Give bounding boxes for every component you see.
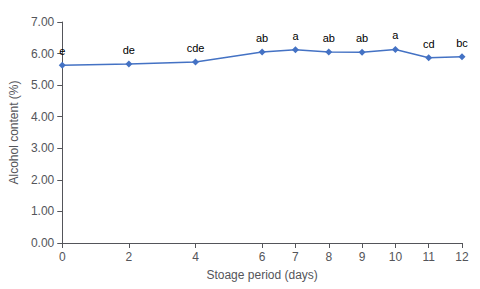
svg-text:e: e — [59, 45, 65, 57]
svg-text:9: 9 — [359, 250, 366, 264]
svg-text:Alcohol content (%): Alcohol content (%) — [7, 80, 21, 184]
svg-text:bc: bc — [456, 37, 468, 49]
svg-text:12: 12 — [455, 250, 469, 264]
svg-text:a: a — [392, 29, 399, 41]
svg-text:de: de — [123, 44, 135, 56]
svg-text:2.00: 2.00 — [31, 173, 55, 187]
svg-text:ab: ab — [256, 32, 268, 44]
svg-text:0.00: 0.00 — [31, 236, 55, 250]
svg-text:11: 11 — [422, 250, 435, 264]
svg-text:cde: cde — [187, 42, 205, 54]
svg-text:ab: ab — [356, 32, 368, 44]
svg-text:7.00: 7.00 — [31, 15, 55, 29]
svg-text:Stoage period (days): Stoage period (days) — [206, 268, 317, 282]
svg-text:2: 2 — [126, 250, 133, 264]
svg-text:4: 4 — [192, 250, 199, 264]
svg-text:8: 8 — [325, 250, 332, 264]
svg-text:10: 10 — [389, 250, 403, 264]
svg-text:ab: ab — [323, 32, 335, 44]
svg-text:4.00: 4.00 — [31, 110, 55, 124]
svg-text:1.00: 1.00 — [31, 204, 55, 218]
svg-text:6: 6 — [259, 250, 266, 264]
svg-text:6.00: 6.00 — [31, 47, 55, 61]
svg-text:3.00: 3.00 — [31, 141, 55, 155]
svg-text:0: 0 — [59, 250, 66, 264]
svg-text:cd: cd — [423, 38, 435, 50]
svg-text:a: a — [292, 30, 299, 42]
svg-text:7: 7 — [292, 250, 299, 264]
svg-text:5.00: 5.00 — [31, 78, 55, 92]
